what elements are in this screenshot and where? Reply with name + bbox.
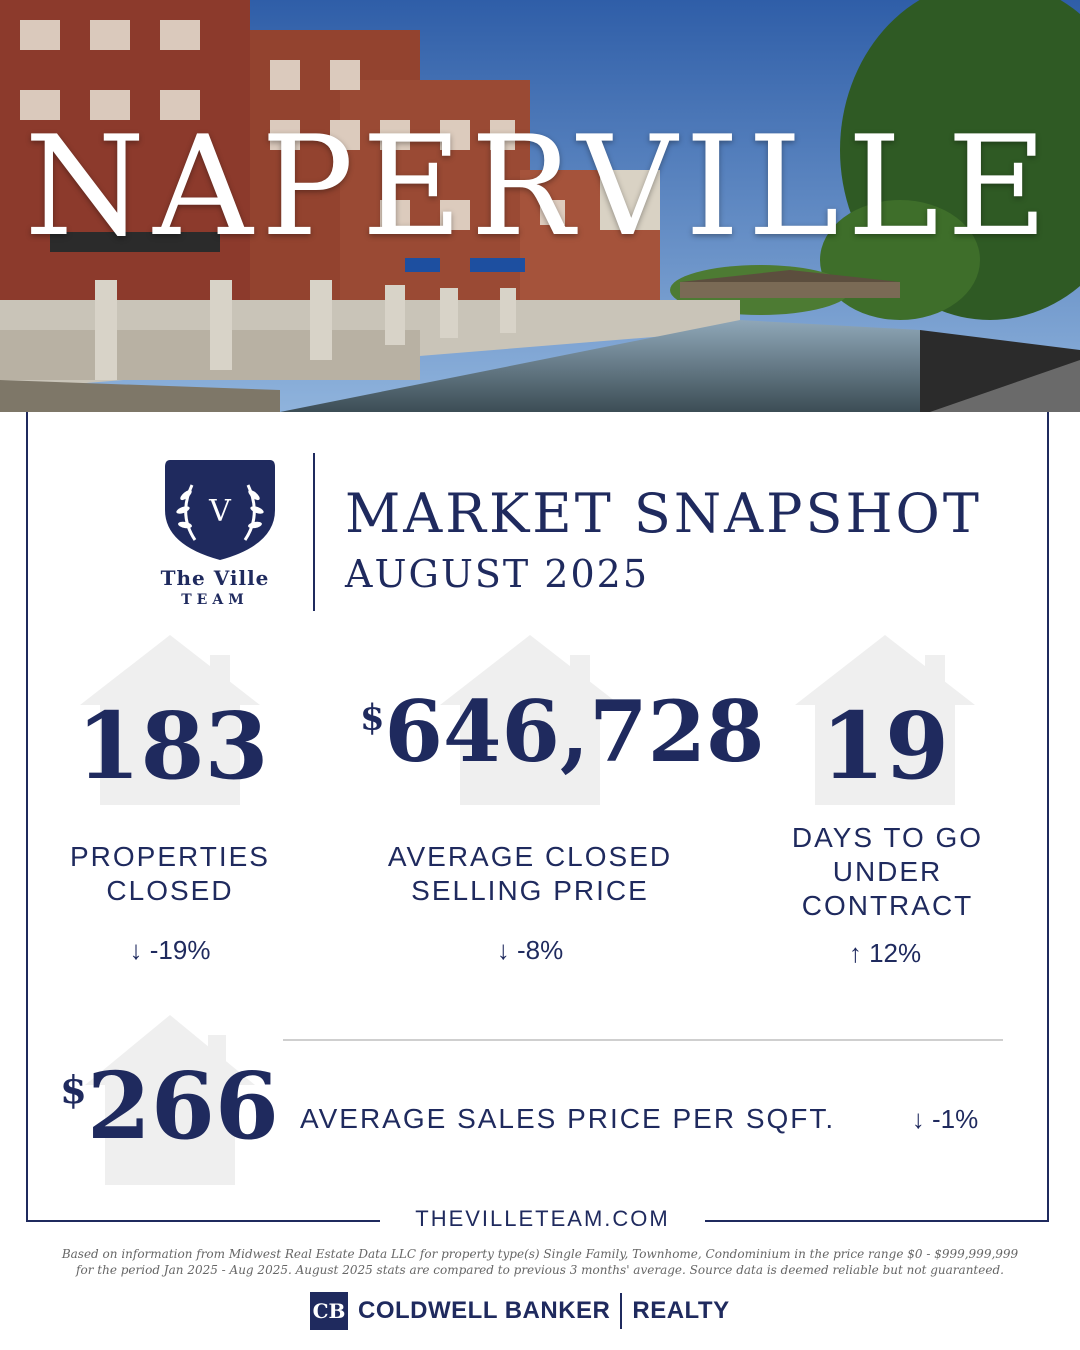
house-icon [795, 635, 975, 805]
header-divider [313, 453, 315, 611]
frame-left [26, 412, 28, 1222]
arrow-down-icon: ↓ [911, 1104, 925, 1134]
arrow-down-icon: ↓ [496, 935, 510, 965]
section-divider [283, 1039, 1003, 1041]
price-per-sqft-value: $266 [60, 1052, 279, 1160]
brand-separator [620, 1293, 623, 1329]
frame-bottom-right [705, 1220, 1049, 1222]
house-icon [85, 1015, 255, 1185]
arrow-down-icon: ↓ [129, 935, 143, 965]
properties-closed-label: PROPERTIES CLOSED [70, 841, 270, 906]
arrow-up-icon: ↑ [848, 938, 862, 968]
avg-closed-price-label: AVERAGE CLOSED SELLING PRICE [387, 841, 673, 906]
properties-closed-value: 183 [76, 692, 269, 800]
days-under-contract-label: DAYS TO GO UNDER CONTRACT [791, 822, 984, 921]
price-per-sqft-label: AVERAGE SALES PRICE PER SQFT. [300, 1103, 836, 1134]
city-title: NAPERVILLE [24, 106, 1056, 267]
hero-photo: NAPERVILLE [0, 0, 1080, 412]
avg-closed-price-value: $646,728 [360, 682, 765, 781]
brand-name: COLDWELL BANKER [358, 1297, 611, 1324]
logo-name-line2: TEAM [181, 592, 249, 608]
riverwalk-illustration [0, 0, 1080, 412]
house-icon [80, 635, 260, 805]
brand-sub: REALTY [632, 1297, 730, 1324]
report-date: AUGUST 2025 [345, 552, 650, 596]
logo-name-line1: The Ville [160, 566, 270, 590]
logo-initial: V [208, 494, 232, 529]
days-under-contract-change: ↑ 12% [848, 938, 922, 968]
page-title: MARKET SNAPSHOT [345, 482, 982, 545]
house-icon [440, 635, 620, 805]
days-under-contract-value: 19 [820, 692, 950, 800]
price-per-sqft-change: ↓ -1% [911, 1104, 979, 1134]
frame-right [1047, 412, 1049, 1222]
coldwell-banker-logo: CB COLDWELL BANKER REALTY [310, 1290, 730, 1332]
properties-closed-change: ↓ -19% [129, 935, 211, 965]
logo-name: The Ville TEAM [130, 566, 300, 608]
avg-closed-price-change: ↓ -8% [496, 935, 564, 965]
cb-monogram-icon: CB [310, 1292, 348, 1330]
disclaimer: Based on information from Midwest Real E… [61, 1247, 1019, 1277]
ville-team-logo: V [140, 455, 300, 615]
website-link[interactable]: THEVILLETEAM.COM [415, 1206, 670, 1231]
shield-laurel-icon: V [165, 460, 275, 560]
frame-bottom-left [26, 1220, 380, 1222]
